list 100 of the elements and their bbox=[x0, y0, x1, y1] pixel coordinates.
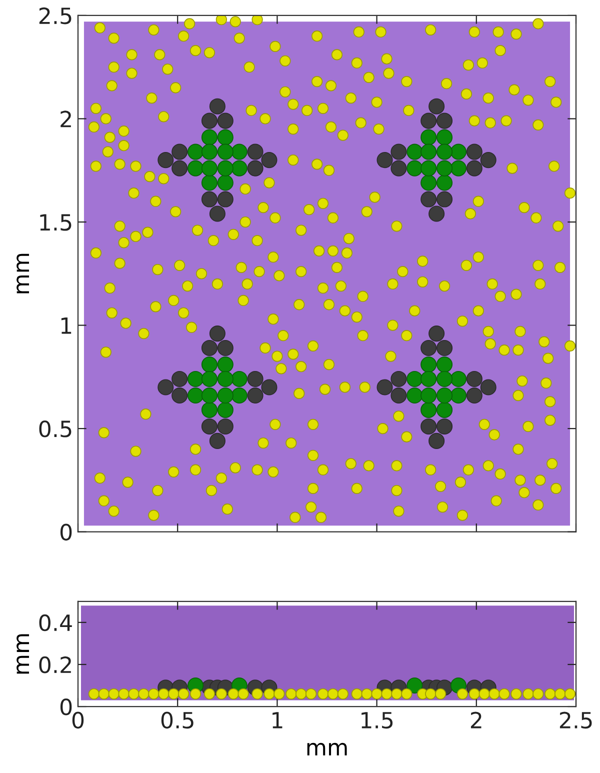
point bbox=[436, 160, 453, 176]
point bbox=[217, 418, 234, 435]
point bbox=[201, 370, 218, 388]
point bbox=[420, 356, 437, 373]
y-tick-label: 2.5 bbox=[39, 7, 72, 24]
point bbox=[172, 144, 188, 160]
point bbox=[510, 688, 522, 700]
point bbox=[390, 370, 407, 388]
point bbox=[238, 688, 249, 700]
point bbox=[428, 206, 445, 222]
point bbox=[480, 152, 496, 168]
point bbox=[376, 379, 393, 396]
point bbox=[466, 144, 482, 160]
point bbox=[544, 688, 556, 700]
point bbox=[188, 370, 204, 388]
point bbox=[390, 160, 407, 176]
point bbox=[231, 160, 248, 176]
point bbox=[436, 418, 453, 435]
point bbox=[480, 379, 496, 396]
point bbox=[138, 688, 150, 700]
point bbox=[436, 144, 453, 160]
point bbox=[217, 174, 234, 191]
point bbox=[201, 191, 218, 208]
point bbox=[172, 370, 188, 388]
y-tick-label: 2 bbox=[60, 110, 71, 128]
point bbox=[261, 152, 278, 168]
point bbox=[305, 688, 317, 700]
y-tick-label: 0.4 bbox=[39, 614, 72, 632]
point bbox=[201, 402, 218, 418]
point bbox=[261, 379, 278, 396]
point bbox=[231, 370, 248, 388]
y-tick-label: 0 bbox=[60, 524, 72, 541]
x-axis-title: mm bbox=[307, 742, 347, 756]
point bbox=[217, 144, 234, 160]
point bbox=[406, 160, 423, 176]
y-tick-label: 1.5 bbox=[40, 214, 72, 231]
point bbox=[209, 326, 226, 342]
point bbox=[201, 174, 218, 191]
point bbox=[428, 98, 445, 114]
point bbox=[209, 98, 226, 114]
point bbox=[420, 387, 437, 404]
point bbox=[201, 129, 218, 146]
point bbox=[420, 174, 437, 191]
point bbox=[554, 688, 566, 700]
y-axis-title: mm bbox=[16, 634, 30, 674]
point bbox=[436, 402, 453, 418]
point bbox=[466, 160, 482, 176]
point bbox=[217, 191, 234, 208]
y-tick-label: 0 bbox=[60, 698, 72, 716]
point bbox=[168, 688, 180, 700]
point bbox=[420, 402, 437, 418]
point bbox=[425, 688, 436, 700]
point bbox=[190, 688, 202, 700]
point bbox=[478, 688, 490, 700]
point bbox=[420, 129, 437, 146]
point bbox=[317, 688, 329, 700]
point bbox=[436, 370, 453, 388]
point bbox=[148, 688, 160, 700]
point bbox=[188, 144, 204, 160]
point bbox=[466, 387, 482, 404]
point bbox=[98, 688, 110, 700]
point bbox=[420, 112, 437, 129]
x-tick-label: 0 bbox=[72, 712, 84, 729]
point bbox=[434, 688, 446, 700]
point bbox=[450, 387, 466, 404]
point bbox=[209, 432, 226, 449]
point bbox=[217, 402, 234, 418]
point bbox=[201, 160, 218, 176]
point bbox=[371, 688, 382, 700]
x-tick-label: 1 bbox=[272, 712, 282, 728]
point bbox=[188, 160, 204, 176]
point bbox=[201, 340, 218, 356]
point bbox=[361, 688, 372, 700]
point bbox=[201, 112, 218, 129]
point bbox=[420, 191, 437, 208]
x-tick-label: 2.5 bbox=[560, 712, 592, 729]
point bbox=[450, 370, 466, 388]
point bbox=[498, 688, 510, 700]
point bbox=[436, 129, 453, 146]
y-tick-label: 0.5 bbox=[39, 420, 72, 438]
point bbox=[252, 688, 263, 700]
point bbox=[436, 387, 453, 404]
point bbox=[406, 387, 423, 404]
x-tick-label: 1.5 bbox=[362, 712, 393, 729]
y-tick-label: 1 bbox=[61, 318, 72, 334]
point bbox=[88, 688, 100, 700]
point bbox=[488, 688, 500, 700]
point bbox=[450, 160, 466, 176]
point bbox=[217, 340, 234, 356]
point bbox=[406, 677, 423, 694]
point bbox=[564, 688, 576, 700]
point bbox=[216, 688, 227, 700]
point bbox=[201, 356, 218, 373]
point bbox=[158, 379, 174, 396]
point bbox=[390, 144, 407, 160]
point bbox=[436, 174, 453, 191]
point bbox=[264, 688, 275, 700]
point bbox=[209, 206, 226, 222]
point bbox=[231, 387, 248, 404]
point bbox=[436, 340, 453, 356]
